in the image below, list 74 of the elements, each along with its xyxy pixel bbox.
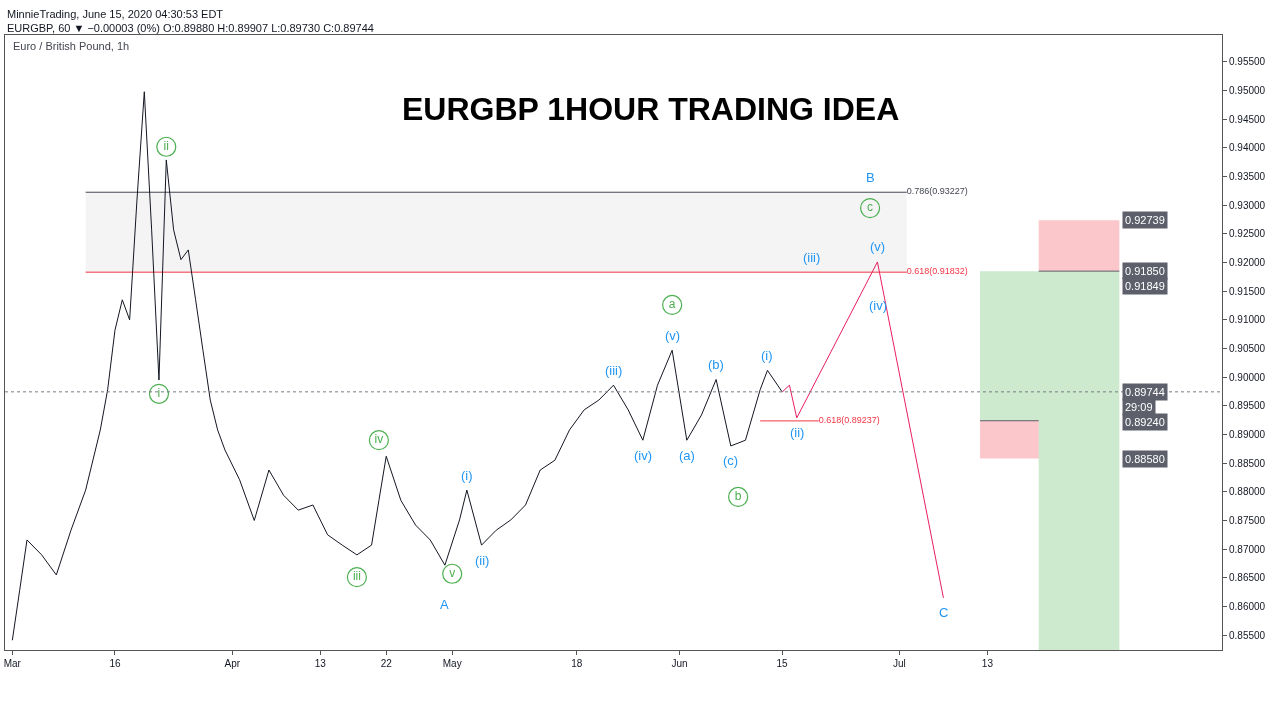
text: EURGBP, 60 ▼ −0.00003 (0%) O:0.89880 H:0.89907 L:0.89730 C:0.89744 [7, 22, 374, 34]
text: Euro / British Pound, 1h [13, 40, 130, 52]
y-tick-label: 0.90000 [1229, 371, 1266, 383]
annotation: (a) [679, 448, 695, 463]
annotation: A [440, 597, 449, 612]
x-tick-label: 15 [776, 658, 789, 669]
y-tick-label: 0.87500 [1229, 514, 1266, 526]
x-tick-label: 22 [380, 658, 393, 669]
point [442, 563, 463, 584]
data-label: a [668, 296, 676, 311]
y-tick-label: 0.89500 [1229, 400, 1266, 412]
data-label: 0.618(0.89237) [818, 415, 880, 426]
annotation: (i) [761, 348, 773, 363]
x-tick-label: Jun [671, 658, 688, 669]
y-tick-label: 0.92500 [1229, 228, 1266, 240]
y-tick-label: 0.92000 [1229, 257, 1266, 269]
annotation: (c) [723, 453, 739, 468]
y-tick-label: 0.95500 [1229, 56, 1266, 68]
point [156, 136, 177, 157]
y-tick-label: 0.91500 [1229, 285, 1266, 297]
data-label: iii [352, 569, 361, 584]
x-tick-label: Apr [224, 658, 241, 669]
annotation: (ii) [475, 553, 490, 568]
y-tick-label: 0.90500 [1229, 343, 1266, 355]
annotation: C [939, 605, 949, 620]
annotation: B [866, 170, 875, 185]
annotation: (iii) [605, 363, 623, 378]
y-tick-label: 0.93000 [1229, 199, 1266, 211]
annotation: (iii) [803, 250, 821, 265]
x-tick-label: 13 [314, 658, 327, 669]
text: EURGBP 1HOUR TRADING IDEA [402, 91, 900, 127]
y-tick-label: 0.95000 [1229, 85, 1266, 97]
y-tick-label: 0.86500 [1229, 572, 1266, 584]
data-label: i [157, 385, 161, 400]
x-tick-label: 18 [571, 658, 583, 669]
x-tick-label: 13 [981, 658, 994, 669]
y-tick-label: 0.89000 [1229, 428, 1266, 440]
annotation: 0.89744 [1125, 386, 1165, 398]
data-label: iv [374, 432, 384, 447]
x-tick-label: Jul [893, 658, 906, 669]
annotation: 0.92739 [1125, 214, 1165, 226]
annotation: (v) [870, 239, 886, 254]
annotation: (ii) [790, 425, 805, 440]
point [148, 383, 170, 404]
x-tick-label: Mar [3, 658, 22, 669]
y-tick-label: 0.88000 [1229, 486, 1266, 498]
annotation: 0.91849 [1125, 280, 1165, 292]
annotation: (v) [665, 328, 681, 343]
data-label: 0.786(0.93227) [906, 186, 968, 197]
data-label: c [867, 200, 874, 215]
text: MinnieTrading, June 15, 2020 04:30:53 EDT [7, 8, 224, 20]
annotation: (b) [708, 357, 724, 372]
data-label: 0.618(0.91832) [906, 266, 968, 277]
annotation: 29:09 [1125, 401, 1153, 413]
y-tick-label: 0.87000 [1229, 543, 1266, 555]
x-tick-label: May [442, 658, 462, 669]
annotation: (i) [461, 468, 473, 483]
data-label: b [734, 488, 742, 503]
y-tick-label: 0.86000 [1229, 600, 1266, 612]
y-tick-label: 0.94500 [1229, 113, 1266, 125]
data-label: ii [163, 138, 169, 153]
annotation: (iv) [869, 298, 888, 313]
annotation: 0.89240 [1125, 416, 1165, 428]
x-tick-label: 16 [109, 658, 121, 669]
y-tick-label: 0.91000 [1229, 314, 1266, 326]
y-tick-label: 0.88500 [1229, 457, 1266, 469]
annotation: 0.91850 [1125, 265, 1165, 277]
y-tick-label: 0.93500 [1229, 171, 1266, 183]
y-tick-label: 0.85500 [1229, 629, 1266, 641]
data-label: v [449, 565, 456, 580]
annotation: 0.88580 [1125, 453, 1165, 465]
annotation: (iv) [634, 448, 653, 463]
y-tick-label: 0.94000 [1229, 142, 1266, 154]
point [860, 197, 881, 219]
